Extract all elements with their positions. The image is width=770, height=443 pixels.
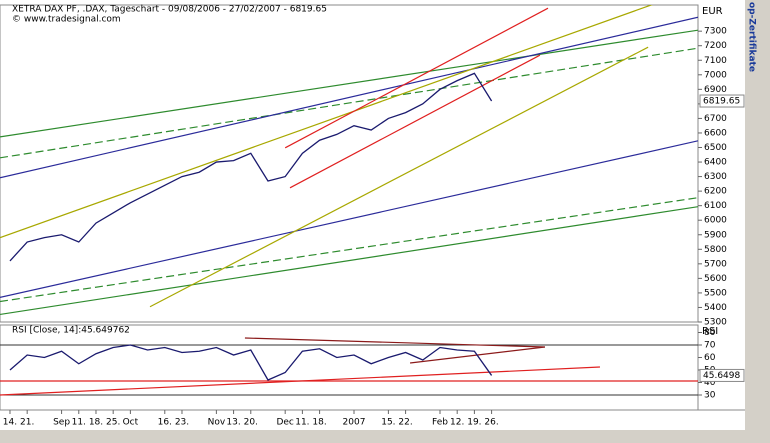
y-tick-label: 7300 [704, 27, 727, 37]
trend-line [0, 140, 698, 299]
x-tick-label: 22. [398, 418, 412, 428]
y-tick-label: 6700 [704, 114, 727, 124]
side-label: op-Zertifikate [747, 2, 757, 72]
y-tick-label: 5300 [704, 318, 727, 328]
x-tick-label: 15. [381, 418, 395, 428]
x-tick-label: 18. [89, 418, 103, 428]
y-tick-label: 5800 [704, 245, 727, 255]
x-tick-label: Oct [123, 418, 139, 428]
x-tick-label: Sep [53, 418, 70, 428]
x-tick-label: Dec [276, 418, 293, 428]
y-tick-label: 6400 [704, 158, 727, 168]
chart-subtitle: © www.tradesignal.com [12, 15, 121, 25]
y-tick-label: 6100 [704, 201, 727, 211]
x-tick-label: 14. [3, 418, 17, 428]
x-tick-label: 21. [20, 418, 34, 428]
x-tick-label: 12. [450, 418, 464, 428]
last-value-label: 45.6498 [703, 371, 740, 381]
plot-0 [0, 5, 698, 316]
y-tick-label: 60 [704, 353, 716, 363]
y-tick-label: 6000 [704, 216, 727, 226]
y-tick-label: 30 [704, 391, 716, 401]
data-line [9, 72, 493, 262]
x-tick-label: 2007 [343, 418, 366, 428]
trend-line [284, 7, 549, 149]
y-tick-label: 6300 [704, 172, 727, 182]
plot-1 [0, 337, 698, 396]
y-tick-label: 70 [704, 341, 716, 351]
x-tick-label: 11. [72, 418, 86, 428]
y-tick-label: 5700 [704, 259, 727, 269]
trend-line [0, 47, 698, 159]
y-tick-label: 7200 [704, 41, 727, 51]
last-value-box [699, 368, 745, 382]
x-tick-label: 23. [175, 418, 189, 428]
y-tick-label: 40 [704, 378, 716, 388]
x-tick-label: 13. [226, 418, 240, 428]
x-tick-label: 19. [467, 418, 481, 428]
data-line [9, 344, 493, 381]
x-tick-label: Nov [208, 418, 226, 428]
y-tick-label: 7100 [704, 56, 727, 66]
x-tick-label: 11. [295, 418, 309, 428]
x-tick-label: 20. [244, 418, 258, 428]
y-tick-label: 6500 [704, 143, 727, 153]
x-tick-label: 18. [312, 418, 326, 428]
y-tick-label: 80 [704, 328, 716, 338]
y-tick-label: 5900 [704, 230, 727, 240]
trend-line [0, 16, 698, 179]
y-tick-label: 5600 [704, 274, 727, 284]
trend-line [289, 54, 541, 189]
last-value-box [699, 94, 745, 108]
price-panel [0, 4, 699, 323]
chart-area [0, 0, 745, 430]
y-tick-label: 5400 [704, 303, 727, 313]
trend-line [0, 29, 698, 138]
chart-title: XETRA DAX PF, .DAX, Tageschart - 09/08/2… [12, 5, 327, 15]
x-tick-label: Feb [432, 418, 448, 428]
x-tick-label: 16. [158, 418, 172, 428]
trend-line [149, 46, 649, 308]
y-tick-label: 5500 [704, 288, 727, 298]
y-tick-label: 6200 [704, 187, 727, 197]
trend-line [0, 206, 698, 316]
x-tick-label: 26. [484, 418, 498, 428]
trend-line [0, 5, 653, 239]
last-value-label: 6819.65 [703, 97, 740, 107]
rsi-title: RSI [Close, 14]:45.649762 [12, 326, 130, 336]
x-tick-label: 25. [106, 418, 120, 428]
trend-line [0, 197, 698, 303]
trend-line [244, 337, 545, 348]
y-tick-label: 6900 [704, 85, 727, 95]
y-tick-label: 6600 [704, 128, 727, 138]
rsi-axis-label: RSI [702, 326, 718, 337]
y-tick-label: 7000 [704, 70, 727, 80]
y-axis-label: EUR [702, 6, 723, 17]
